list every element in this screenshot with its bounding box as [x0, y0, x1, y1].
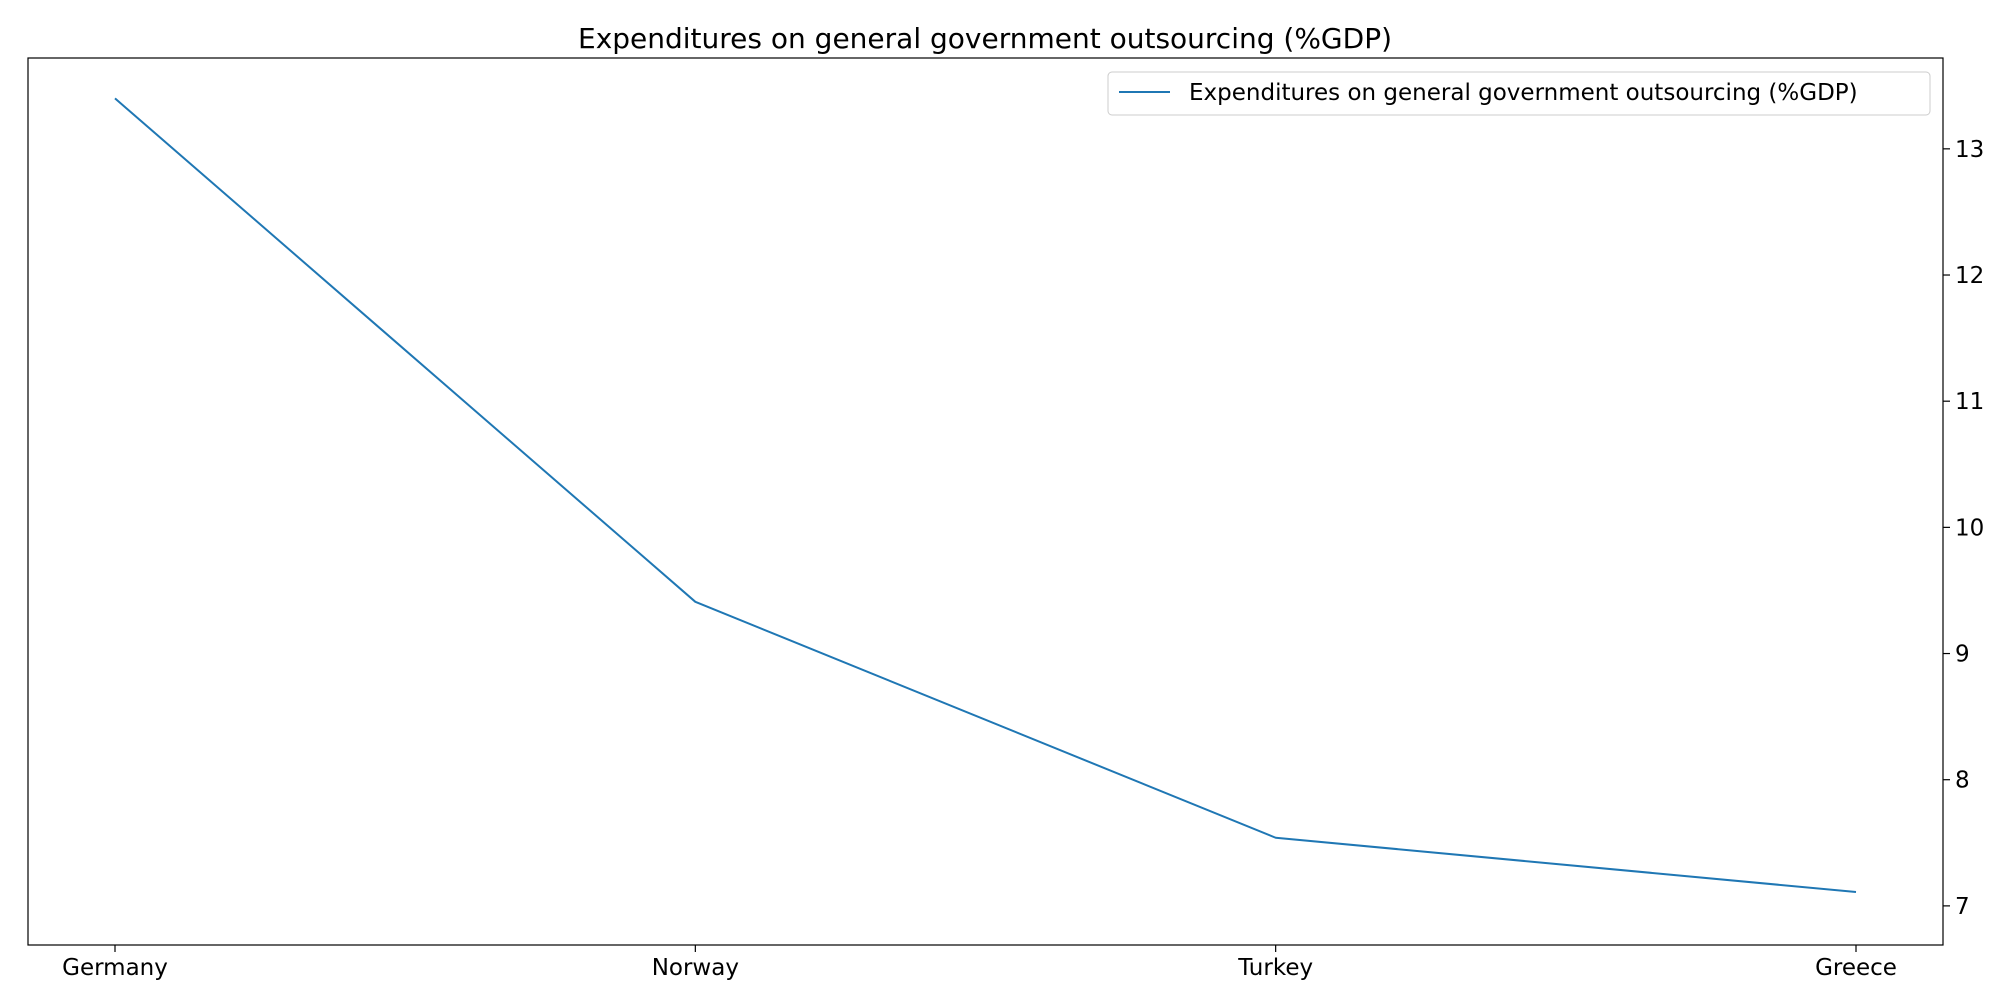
y-tick-label: 8 [1955, 768, 1970, 794]
y-tick-label: 13 [1955, 137, 1984, 163]
y-tick-label: 9 [1955, 642, 1970, 668]
y-tick-label: 12 [1955, 263, 1984, 289]
legend: Expenditures on general government outso… [1107, 71, 1931, 116]
x-tick-label: Turkey [1237, 955, 1313, 981]
legend-box [1107, 71, 1931, 116]
plot-area-frame [27, 57, 1944, 946]
series-group [114, 97, 1857, 894]
x-tick-label: Greece [1815, 955, 1897, 981]
chart-title: Expenditures on general government outso… [578, 22, 1392, 55]
y-tick-label: 11 [1955, 389, 1984, 415]
y-tick-label: 10 [1955, 515, 1984, 541]
x-tick-label: Norway [652, 955, 739, 981]
y-axis: 7 8 9 10 11 12 13 [1943, 137, 1984, 920]
x-axis: Germany Norway Turkey Greece [62, 945, 1897, 981]
legend-label: Expenditures on general government outso… [1189, 80, 1858, 106]
series-line [114, 97, 1857, 894]
y-tick-label: 7 [1955, 894, 1970, 920]
x-tick-label: Germany [62, 955, 168, 981]
